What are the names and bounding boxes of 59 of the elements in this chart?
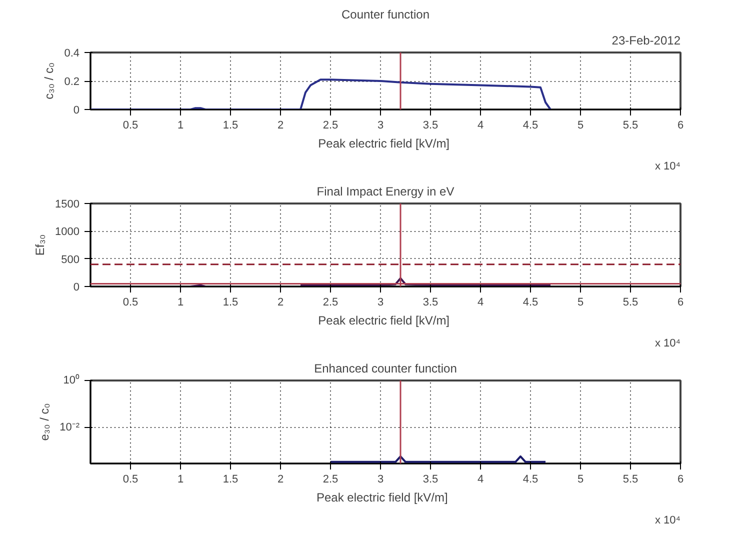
x-tick-label: 6 — [677, 474, 684, 486]
x-axis-title: Peak electric field [kV/m] — [318, 314, 450, 328]
y-axis-title: e₃₀ / c₀ — [38, 403, 52, 441]
y-tick-label: 10⁻² — [60, 422, 80, 434]
x-tick-label: 4.5 — [522, 296, 538, 308]
x-tick-label: 3 — [377, 474, 384, 486]
x-tick-label: 1 — [177, 474, 184, 486]
line-series — [90, 78, 552, 110]
x-tick-label: 2 — [277, 120, 284, 132]
x-tick-label: 6 — [677, 296, 684, 308]
chart-title: Enhanced counter function — [314, 362, 457, 376]
x-tick-label: 2.5 — [322, 296, 338, 308]
x-tick-label: 2.5 — [322, 474, 338, 486]
x-tick-label: 1.5 — [222, 474, 238, 486]
x-tick-label: 1 — [177, 120, 184, 132]
x-tick-label: 1.5 — [222, 296, 238, 308]
x-tick-label: 5 — [577, 296, 584, 308]
x-tick-label: 3.5 — [422, 120, 438, 132]
x-tick-label: 5 — [577, 120, 584, 132]
x-tick-label: 1 — [177, 296, 184, 308]
y-tick-label: 0.2 — [64, 76, 80, 88]
y-axis-title: c₃₀ / c₀ — [42, 62, 56, 100]
chart-title: Final Impact Energy in eV — [316, 184, 454, 198]
x-tick-label: 3 — [377, 296, 384, 308]
y-tick-label: 1000 — [55, 226, 80, 238]
x-tick-label: 2 — [277, 296, 284, 308]
x-tick-label: 5.5 — [622, 296, 638, 308]
x-tick-label: 2 — [277, 474, 284, 486]
text: x 10⁴ — [654, 338, 681, 350]
y-tick-label: 10⁰ — [63, 374, 80, 386]
x-tick-label: 4.5 — [522, 474, 538, 486]
chart-title: Counter function — [341, 8, 430, 22]
x-tick-label: 4.5 — [522, 120, 538, 132]
x-tick-label: 4 — [477, 120, 484, 132]
x-tick-label: 0.5 — [122, 474, 138, 486]
x-tick-label: 4 — [477, 296, 484, 308]
x-axis-title: Peak electric field [kV/m] — [318, 136, 450, 150]
x-tick-label: 6 — [677, 120, 684, 132]
text: x 10⁴ — [654, 160, 681, 172]
y-tick-label: 500 — [61, 254, 80, 266]
text: 23-Feb-2012 — [612, 34, 681, 48]
y-tick-label: 0 — [73, 282, 80, 294]
x-tick-label: 3 — [377, 120, 384, 132]
text: x 10⁴ — [654, 514, 681, 526]
x-tick-label: 3.5 — [422, 296, 438, 308]
y-tick-label: 0 — [73, 104, 80, 116]
y-axis-title: Ef₃₀ — [33, 234, 48, 256]
x-tick-label: 5 — [577, 474, 584, 486]
x-tick-label: 0.5 — [122, 120, 138, 132]
x-axis-title: Peak electric field [kV/m] — [316, 490, 448, 504]
y-tick-label: 1500 — [55, 198, 80, 210]
x-tick-label: 5.5 — [622, 474, 638, 486]
y-tick-label: 0.4 — [64, 48, 80, 60]
x-tick-label: 5.5 — [622, 120, 638, 132]
x-tick-label: 4 — [477, 474, 484, 486]
x-tick-label: 1.5 — [222, 120, 238, 132]
x-tick-label: 3.5 — [422, 474, 438, 486]
x-tick-label: 0.5 — [122, 296, 138, 308]
x-tick-label: 2.5 — [322, 120, 338, 132]
